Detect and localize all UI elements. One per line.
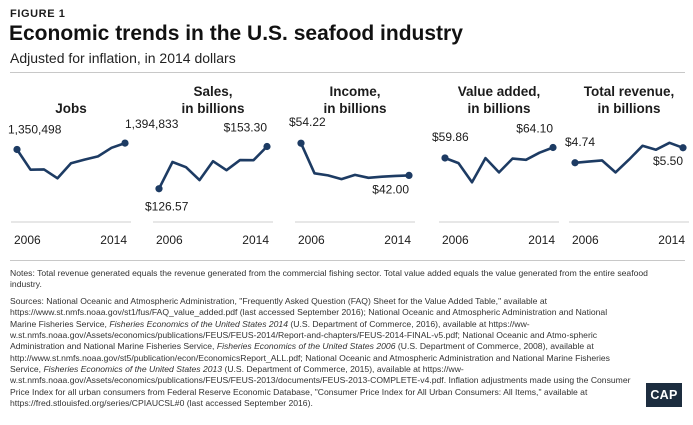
series-line (299, 142, 410, 181)
last-value-label: 1,394,833 (125, 117, 179, 131)
small-multiples-charts: Jobs 1,350,498 1,394,833 2006 2014 Sales, in b… (8, 84, 689, 247)
first-value-label: $4.74 (565, 135, 595, 149)
series-line (157, 145, 268, 190)
last-value-label: $64.10 (516, 122, 553, 136)
last-value-label: $5.50 (653, 154, 683, 168)
panel-title: Income, (329, 84, 380, 99)
last-value-label: $42.00 (372, 182, 409, 196)
endpoint-marker (121, 139, 129, 147)
x-tick-label: 2014 (658, 233, 685, 247)
endpoint-marker (549, 143, 557, 152)
first-value-label: $126.57 (145, 200, 189, 214)
figure-label: FIGURE 1 (10, 8, 66, 20)
first-value-label: $54.22 (289, 115, 326, 129)
endpoint-marker (405, 171, 413, 179)
x-tick-label: 2014 (100, 233, 127, 247)
series-line (15, 141, 126, 180)
cap-logo: CAP (646, 383, 682, 407)
sources-text: Sources: National Oceanic and Atmospheri… (10, 296, 631, 409)
endpoint-marker (679, 144, 687, 152)
endpoint-marker (297, 139, 305, 147)
notes-text: Notes: Total revenue generated equals th… (10, 268, 648, 290)
x-tick-label: 2006 (298, 233, 325, 247)
panel-title: Value added, (458, 84, 541, 99)
endpoint-marker (155, 185, 163, 193)
panel-title: Jobs (55, 101, 87, 116)
endpoint-marker (441, 154, 449, 162)
panel-title: in billions (324, 101, 387, 116)
x-tick-label: 2006 (572, 233, 599, 247)
top-divider (10, 72, 685, 73)
endpoint-marker (263, 142, 271, 151)
panel-title: Total revenue, (584, 84, 675, 99)
last-value-label: $153.30 (224, 120, 268, 134)
x-tick-label: 2014 (528, 233, 555, 247)
x-tick-label: 2006 (14, 233, 41, 247)
chart-subtitle: Adjusted for inflation, in 2014 dollars (10, 50, 236, 66)
panel-title: Sales, (193, 84, 232, 99)
first-value-label: 1,350,498 (8, 122, 62, 136)
x-tick-label: 2014 (242, 233, 269, 247)
panel-title: in billions (468, 101, 531, 116)
x-tick-label: 2006 (442, 233, 469, 247)
x-tick-label: 2014 (384, 233, 411, 247)
x-tick-label: 2006 (156, 233, 183, 247)
panel-title: in billions (182, 101, 245, 116)
first-value-label: $59.86 (432, 130, 469, 144)
endpoint-marker (13, 145, 21, 154)
endpoint-marker (571, 159, 579, 167)
series-line (444, 146, 554, 184)
chart-title: Economic trends in the U.S. seafood indu… (9, 22, 463, 45)
mid-divider (10, 260, 685, 261)
panel-title: in billions (598, 101, 661, 116)
